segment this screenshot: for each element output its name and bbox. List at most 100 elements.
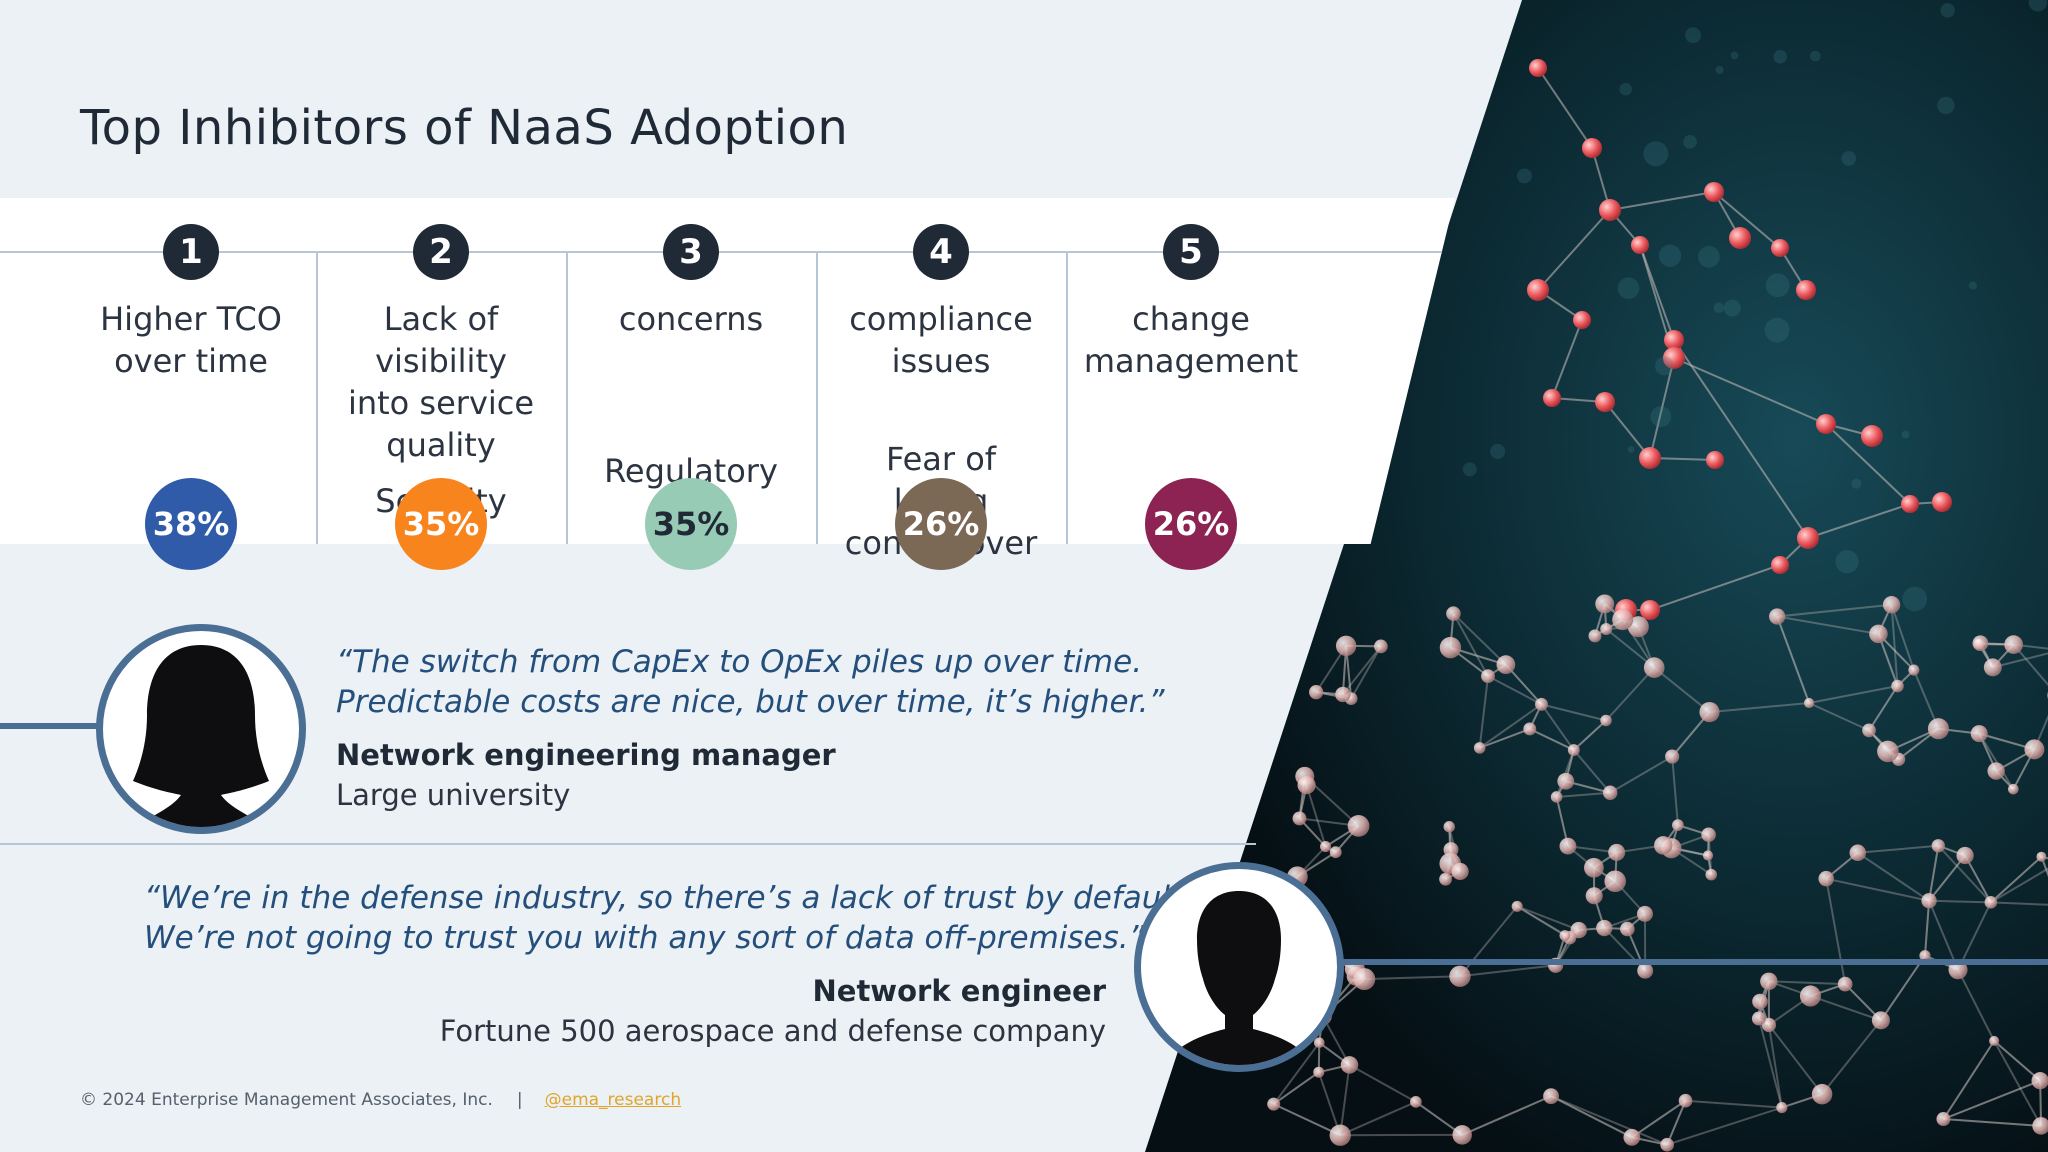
network-edge bbox=[1550, 1095, 1633, 1139]
network-node bbox=[1559, 930, 1571, 941]
network-node bbox=[1699, 701, 1720, 723]
network-node bbox=[1764, 317, 1790, 343]
network-node bbox=[1410, 1096, 1422, 1108]
network-node bbox=[1627, 616, 1649, 638]
quote-line: We’re not going to trust you with any so… bbox=[144, 920, 1145, 956]
network-edge bbox=[1978, 733, 2015, 790]
network-edge bbox=[1273, 1071, 1320, 1105]
network-node bbox=[1706, 451, 1724, 469]
network-node bbox=[1481, 669, 1495, 684]
network-edge bbox=[1273, 1103, 1341, 1137]
network-node bbox=[1529, 59, 1547, 77]
network-edge bbox=[1631, 1099, 1687, 1139]
network-edge bbox=[1825, 877, 1930, 902]
network-node bbox=[1818, 870, 1834, 887]
network-node bbox=[1595, 392, 1615, 412]
network-node bbox=[1704, 182, 1724, 202]
avatar-male bbox=[1134, 862, 1344, 1072]
network-node bbox=[1796, 280, 1816, 300]
network-edge bbox=[1461, 1095, 1552, 1136]
network-edge bbox=[1272, 1042, 1321, 1105]
network-node bbox=[1623, 1128, 1641, 1146]
network-node bbox=[2004, 635, 2023, 654]
network-edge bbox=[1487, 675, 1542, 706]
network-edge bbox=[1671, 756, 1679, 826]
network-edge bbox=[1993, 1040, 2041, 1082]
network-node bbox=[1600, 622, 1613, 635]
network-edge bbox=[1880, 955, 1926, 1021]
network-node bbox=[1320, 841, 1332, 853]
network-edge bbox=[1452, 613, 1489, 677]
network-edge bbox=[1556, 791, 1611, 798]
network-node bbox=[1771, 556, 1789, 574]
network-node bbox=[1776, 1102, 1788, 1114]
network-edge bbox=[1550, 1095, 1633, 1139]
network-node bbox=[1639, 447, 1661, 469]
network-node bbox=[1729, 227, 1751, 249]
network-edge bbox=[1992, 649, 2048, 669]
network-edge bbox=[1912, 669, 1940, 730]
network-edge bbox=[1943, 1079, 2041, 1120]
network-edge bbox=[1990, 901, 2048, 907]
network-node bbox=[1490, 443, 1506, 459]
network-node bbox=[1446, 606, 1461, 621]
network-node bbox=[1329, 846, 1342, 859]
network-edge bbox=[1317, 1071, 1342, 1136]
inhibitor-label: Higher TCO over time bbox=[100, 300, 282, 380]
network-node bbox=[1701, 827, 1716, 843]
network-node bbox=[1449, 965, 1471, 987]
network-edge bbox=[1923, 900, 1931, 956]
network-edge bbox=[1943, 1118, 2042, 1127]
network-edge bbox=[1364, 975, 1460, 981]
inhibitor-label: compliance issues bbox=[849, 300, 1033, 380]
network-node bbox=[1849, 844, 1867, 862]
network-edge bbox=[1349, 1064, 1417, 1103]
network-node bbox=[1663, 347, 1685, 369]
network-edge bbox=[1868, 685, 1899, 731]
network-node bbox=[1600, 714, 1612, 727]
network-node bbox=[1650, 406, 1672, 428]
network-node bbox=[1374, 639, 1388, 654]
social-handle-link[interactable]: @ema_research bbox=[544, 1090, 682, 1110]
network-node bbox=[2024, 739, 2045, 760]
network-node bbox=[1932, 492, 1952, 512]
network-edge bbox=[1653, 666, 1711, 713]
network-edge bbox=[1529, 728, 1575, 751]
network-node bbox=[1617, 277, 1640, 300]
network-edge bbox=[1825, 423, 1911, 505]
network-edge bbox=[1305, 784, 1327, 847]
network-node bbox=[1439, 636, 1462, 659]
network-node bbox=[1527, 279, 1549, 301]
network-edge bbox=[1479, 728, 1531, 749]
network-node bbox=[2031, 1072, 2048, 1090]
network-edge bbox=[1943, 1079, 2041, 1120]
network-edge bbox=[1605, 666, 1655, 722]
network-node bbox=[1773, 49, 1788, 64]
network-node bbox=[1353, 968, 1376, 991]
network-node bbox=[1862, 723, 1876, 738]
network-node bbox=[1841, 151, 1857, 166]
timeline-line bbox=[0, 251, 1442, 253]
network-edge bbox=[1768, 980, 1846, 986]
network-edge bbox=[1461, 1095, 1552, 1136]
network-node bbox=[1664, 330, 1684, 350]
network-node bbox=[1309, 685, 1324, 700]
network-node bbox=[1643, 141, 1669, 167]
network-edge bbox=[1479, 703, 1543, 749]
network-node bbox=[1582, 138, 1602, 158]
network-node bbox=[1631, 236, 1649, 254]
network-node bbox=[1869, 624, 1888, 644]
network-edge bbox=[2040, 856, 2048, 906]
network-edge bbox=[1776, 616, 1811, 704]
person-role: Network engineer bbox=[812, 974, 1107, 1008]
network-node bbox=[1683, 134, 1697, 149]
network-node bbox=[1612, 609, 1634, 631]
rank-badge: 3 bbox=[663, 224, 719, 280]
network-node bbox=[1335, 686, 1351, 703]
network-edge bbox=[1573, 749, 1611, 794]
network-node bbox=[1882, 596, 1901, 614]
network-edge bbox=[1709, 701, 1810, 714]
section-divider bbox=[0, 843, 1256, 845]
network-node bbox=[2008, 783, 2019, 795]
network-node bbox=[1730, 51, 1739, 60]
